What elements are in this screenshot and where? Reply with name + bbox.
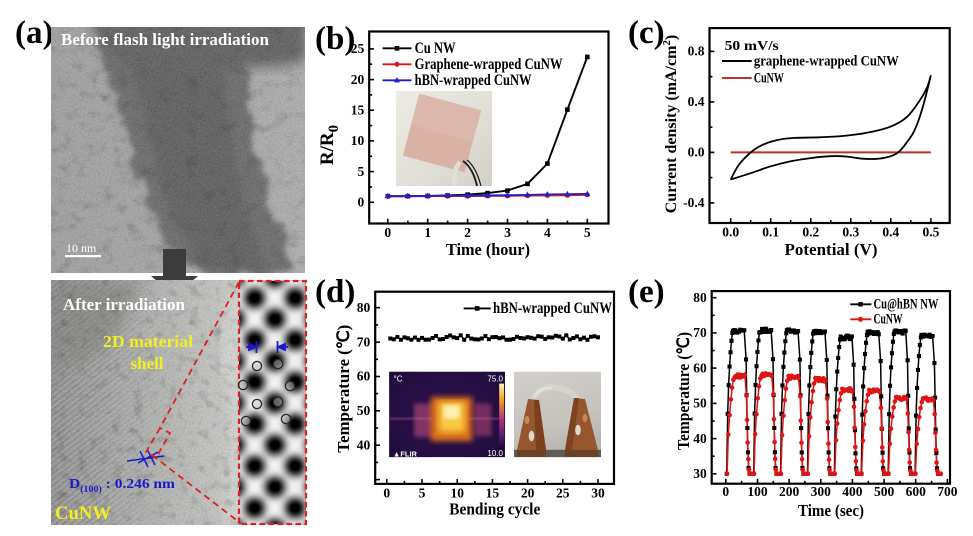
svg-text:1: 1 — [424, 225, 431, 240]
svg-text:0: 0 — [384, 225, 391, 240]
svg-text:0.1: 0.1 — [762, 225, 779, 240]
svg-text:Cu NW: Cu NW — [415, 40, 456, 57]
svg-text:Temperature (℃): Temperature (℃) — [674, 332, 693, 450]
svg-text:Time (hour): Time (hour) — [446, 240, 530, 259]
svg-text:0.4: 0.4 — [882, 225, 899, 240]
svg-text:(c): (c) — [628, 15, 665, 51]
svg-text:400: 400 — [842, 484, 863, 499]
svg-text:10: 10 — [450, 485, 464, 500]
svg-text:50 mV/s: 50 mV/s — [725, 39, 780, 54]
svg-text:0: 0 — [357, 195, 364, 210]
svg-text:4: 4 — [544, 225, 551, 240]
svg-text:500: 500 — [874, 484, 895, 499]
svg-text:shell: shell — [130, 354, 163, 373]
svg-text:(e): (e) — [628, 274, 665, 310]
svg-text:80: 80 — [357, 300, 371, 315]
svg-text:Cu@hBN NW: Cu@hBN NW — [874, 297, 939, 313]
svg-text:2D material: 2D material — [103, 332, 193, 351]
svg-text:-0.4: -0.4 — [683, 195, 705, 210]
svg-text:Current density (mA/cm2): Current density (mA/cm2) — [661, 35, 680, 214]
svg-text:40: 40 — [693, 431, 707, 446]
svg-text:0.2: 0.2 — [802, 225, 819, 240]
svg-text:25: 25 — [556, 485, 570, 500]
svg-text:60: 60 — [357, 369, 371, 384]
svg-text:0.3: 0.3 — [842, 225, 859, 240]
svg-text:2: 2 — [464, 225, 471, 240]
svg-text:0.5: 0.5 — [922, 225, 939, 240]
svg-text:10: 10 — [351, 133, 365, 148]
svg-text:0.4: 0.4 — [688, 94, 705, 109]
svg-text:°C: °C — [394, 375, 403, 384]
svg-text:0.8: 0.8 — [688, 44, 705, 59]
svg-text:Graphene-wrapped CuNW: Graphene-wrapped CuNW — [415, 56, 563, 73]
svg-text:700: 700 — [937, 484, 958, 499]
svg-text:30: 30 — [591, 485, 605, 500]
svg-text:Bending cycle: Bending cycle — [449, 500, 540, 519]
svg-text:50: 50 — [693, 396, 707, 411]
svg-text:Potential (V): Potential (V) — [785, 240, 878, 259]
svg-text:5: 5 — [419, 485, 426, 500]
svg-text:20: 20 — [351, 72, 365, 87]
svg-text:Before flash light irradiation: Before flash light irradiation — [61, 30, 269, 49]
svg-text:10 nm: 10 nm — [66, 241, 97, 255]
svg-text:3: 3 — [504, 225, 511, 240]
svg-text:(d): (d) — [315, 274, 355, 310]
svg-text:CuNW: CuNW — [754, 71, 784, 87]
svg-text:300: 300 — [811, 484, 832, 499]
svg-text:75.0: 75.0 — [487, 374, 503, 383]
svg-text:10.0: 10.0 — [487, 449, 503, 458]
svg-text:Temperature (℃): Temperature (℃) — [334, 325, 353, 453]
svg-text:(a): (a) — [15, 15, 53, 51]
svg-text:hBN-wrapped CuNW: hBN-wrapped CuNW — [415, 72, 532, 89]
svg-text:40: 40 — [357, 437, 371, 452]
svg-text:0.0: 0.0 — [722, 225, 739, 240]
svg-text:15: 15 — [351, 102, 365, 117]
svg-text:600: 600 — [906, 484, 927, 499]
svg-text:5: 5 — [584, 225, 591, 240]
svg-text:25: 25 — [351, 41, 365, 56]
svg-text:CuNW: CuNW — [874, 312, 903, 328]
svg-text:0.0: 0.0 — [688, 145, 705, 160]
svg-text:(b): (b) — [315, 21, 355, 57]
svg-text:200: 200 — [779, 484, 800, 499]
svg-text:70: 70 — [693, 325, 707, 340]
svg-text:0: 0 — [383, 485, 390, 500]
svg-text:Time (sec): Time (sec) — [798, 501, 864, 520]
svg-text:20: 20 — [521, 485, 535, 500]
svg-text:CuNW: CuNW — [55, 503, 111, 524]
svg-text:▲FLIR: ▲FLIR — [393, 450, 418, 459]
svg-text:80: 80 — [693, 290, 707, 305]
svg-text:100: 100 — [747, 484, 768, 499]
svg-text:30: 30 — [693, 466, 707, 481]
svg-text:60: 60 — [693, 360, 707, 375]
svg-text:graphene-wrapped CuNW: graphene-wrapped CuNW — [754, 54, 899, 70]
svg-text:50: 50 — [357, 403, 371, 418]
svg-text:0: 0 — [722, 484, 729, 499]
svg-text:After irradiation: After irradiation — [63, 295, 186, 314]
svg-text:5: 5 — [357, 164, 364, 179]
svg-text:15: 15 — [486, 485, 500, 500]
svg-text:70: 70 — [357, 334, 371, 349]
svg-text:hBN-wrapped CuNW: hBN-wrapped CuNW — [493, 300, 612, 317]
